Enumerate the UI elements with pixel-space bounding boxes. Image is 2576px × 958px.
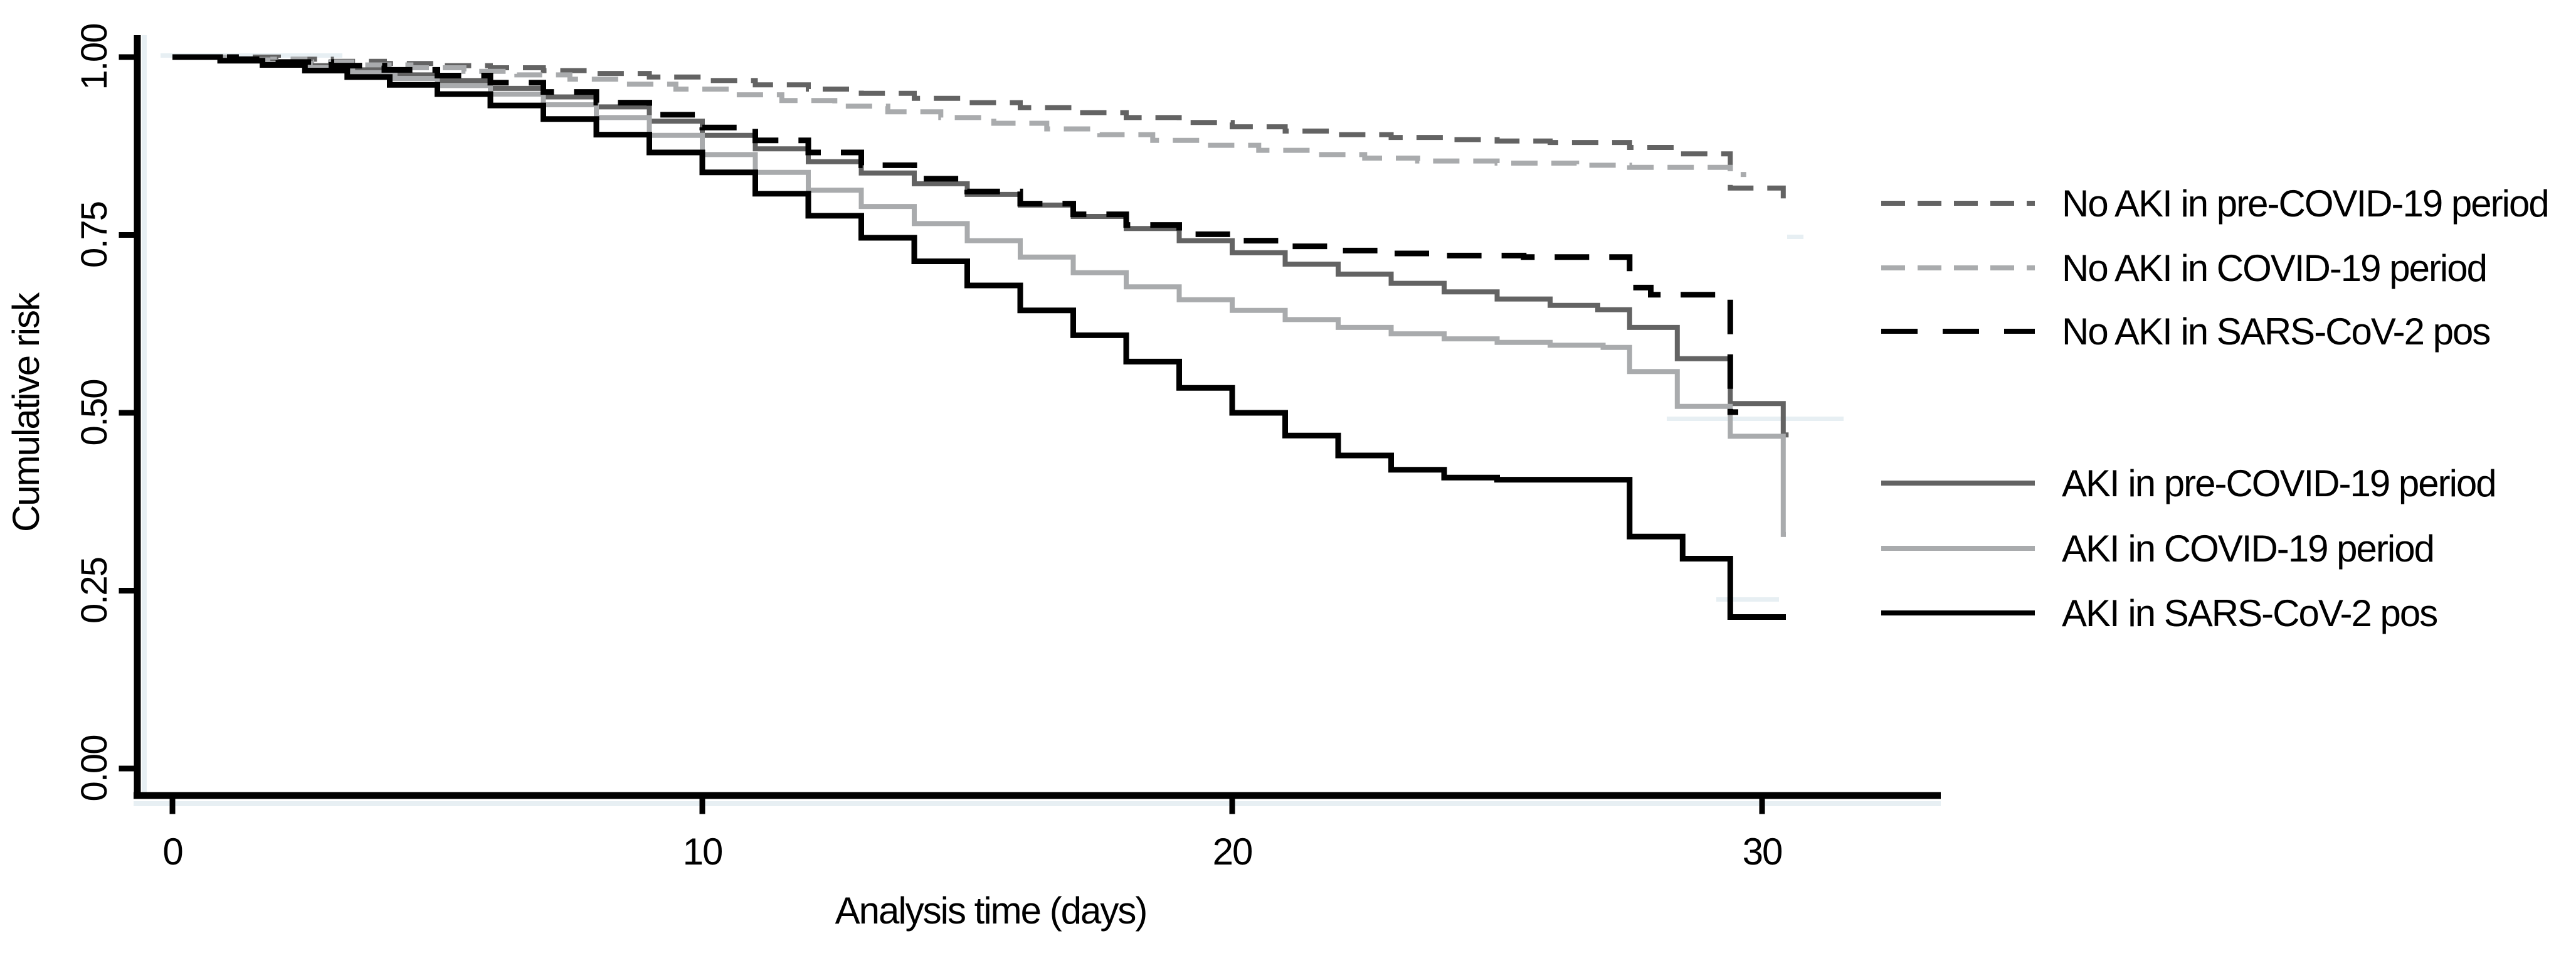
x-tick-label: 30 [1743, 831, 1782, 873]
y-axis-title: Cumulative risk [5, 292, 47, 532]
gridline-remnant-075 [1787, 235, 1803, 239]
legend-item-no-aki-pre-covid-label: No AKI in pre-COVID-19 period [2062, 183, 2548, 225]
x-tick-label: 10 [683, 831, 722, 873]
gridline-remnant-100 [161, 53, 342, 58]
curve-aki-pre-covid [172, 55, 1789, 438]
curve-no-aki-covid [172, 55, 1746, 178]
gridline-remnant-050 [1667, 417, 1844, 421]
x-tick-label: 0 [162, 831, 182, 873]
plot-border-accent-bottom [134, 801, 1941, 806]
curve-no-aki-pre-covid [172, 55, 1794, 204]
curve-no-aki-sars-cov-2 [172, 54, 1738, 415]
y-tick-label: 0.25 [74, 558, 115, 624]
curve-aki-covid [172, 55, 1786, 537]
legend-item-no-aki-sars-cov-2-label: No AKI in SARS-CoV-2 pos [2062, 311, 2489, 353]
x-tick-label: 20 [1213, 831, 1252, 873]
curve-aki-sars-cov-2 [172, 54, 1786, 620]
legend-item-aki-pre-covid-label: AKI in pre-COVID-19 period [2062, 462, 2496, 504]
legend-item-no-aki-covid-label: No AKI in COVID-19 period [2062, 247, 2486, 289]
y-tick-label: 1.00 [74, 24, 115, 90]
legend-item-aki-sars-cov-2-label: AKI in SARS-CoV-2 pos [2062, 592, 2437, 634]
y-tick-label: 0.75 [74, 202, 115, 268]
gridline-remnant-025 [1716, 597, 1779, 602]
legend-item-aki-covid-label: AKI in COVID-19 period [2062, 528, 2434, 570]
y-tick-label: 0.00 [74, 736, 115, 802]
plot-border-accent-left [142, 35, 147, 796]
x-axis-title: Analysis time (days) [835, 890, 1147, 932]
y-tick-label: 0.50 [74, 380, 115, 446]
